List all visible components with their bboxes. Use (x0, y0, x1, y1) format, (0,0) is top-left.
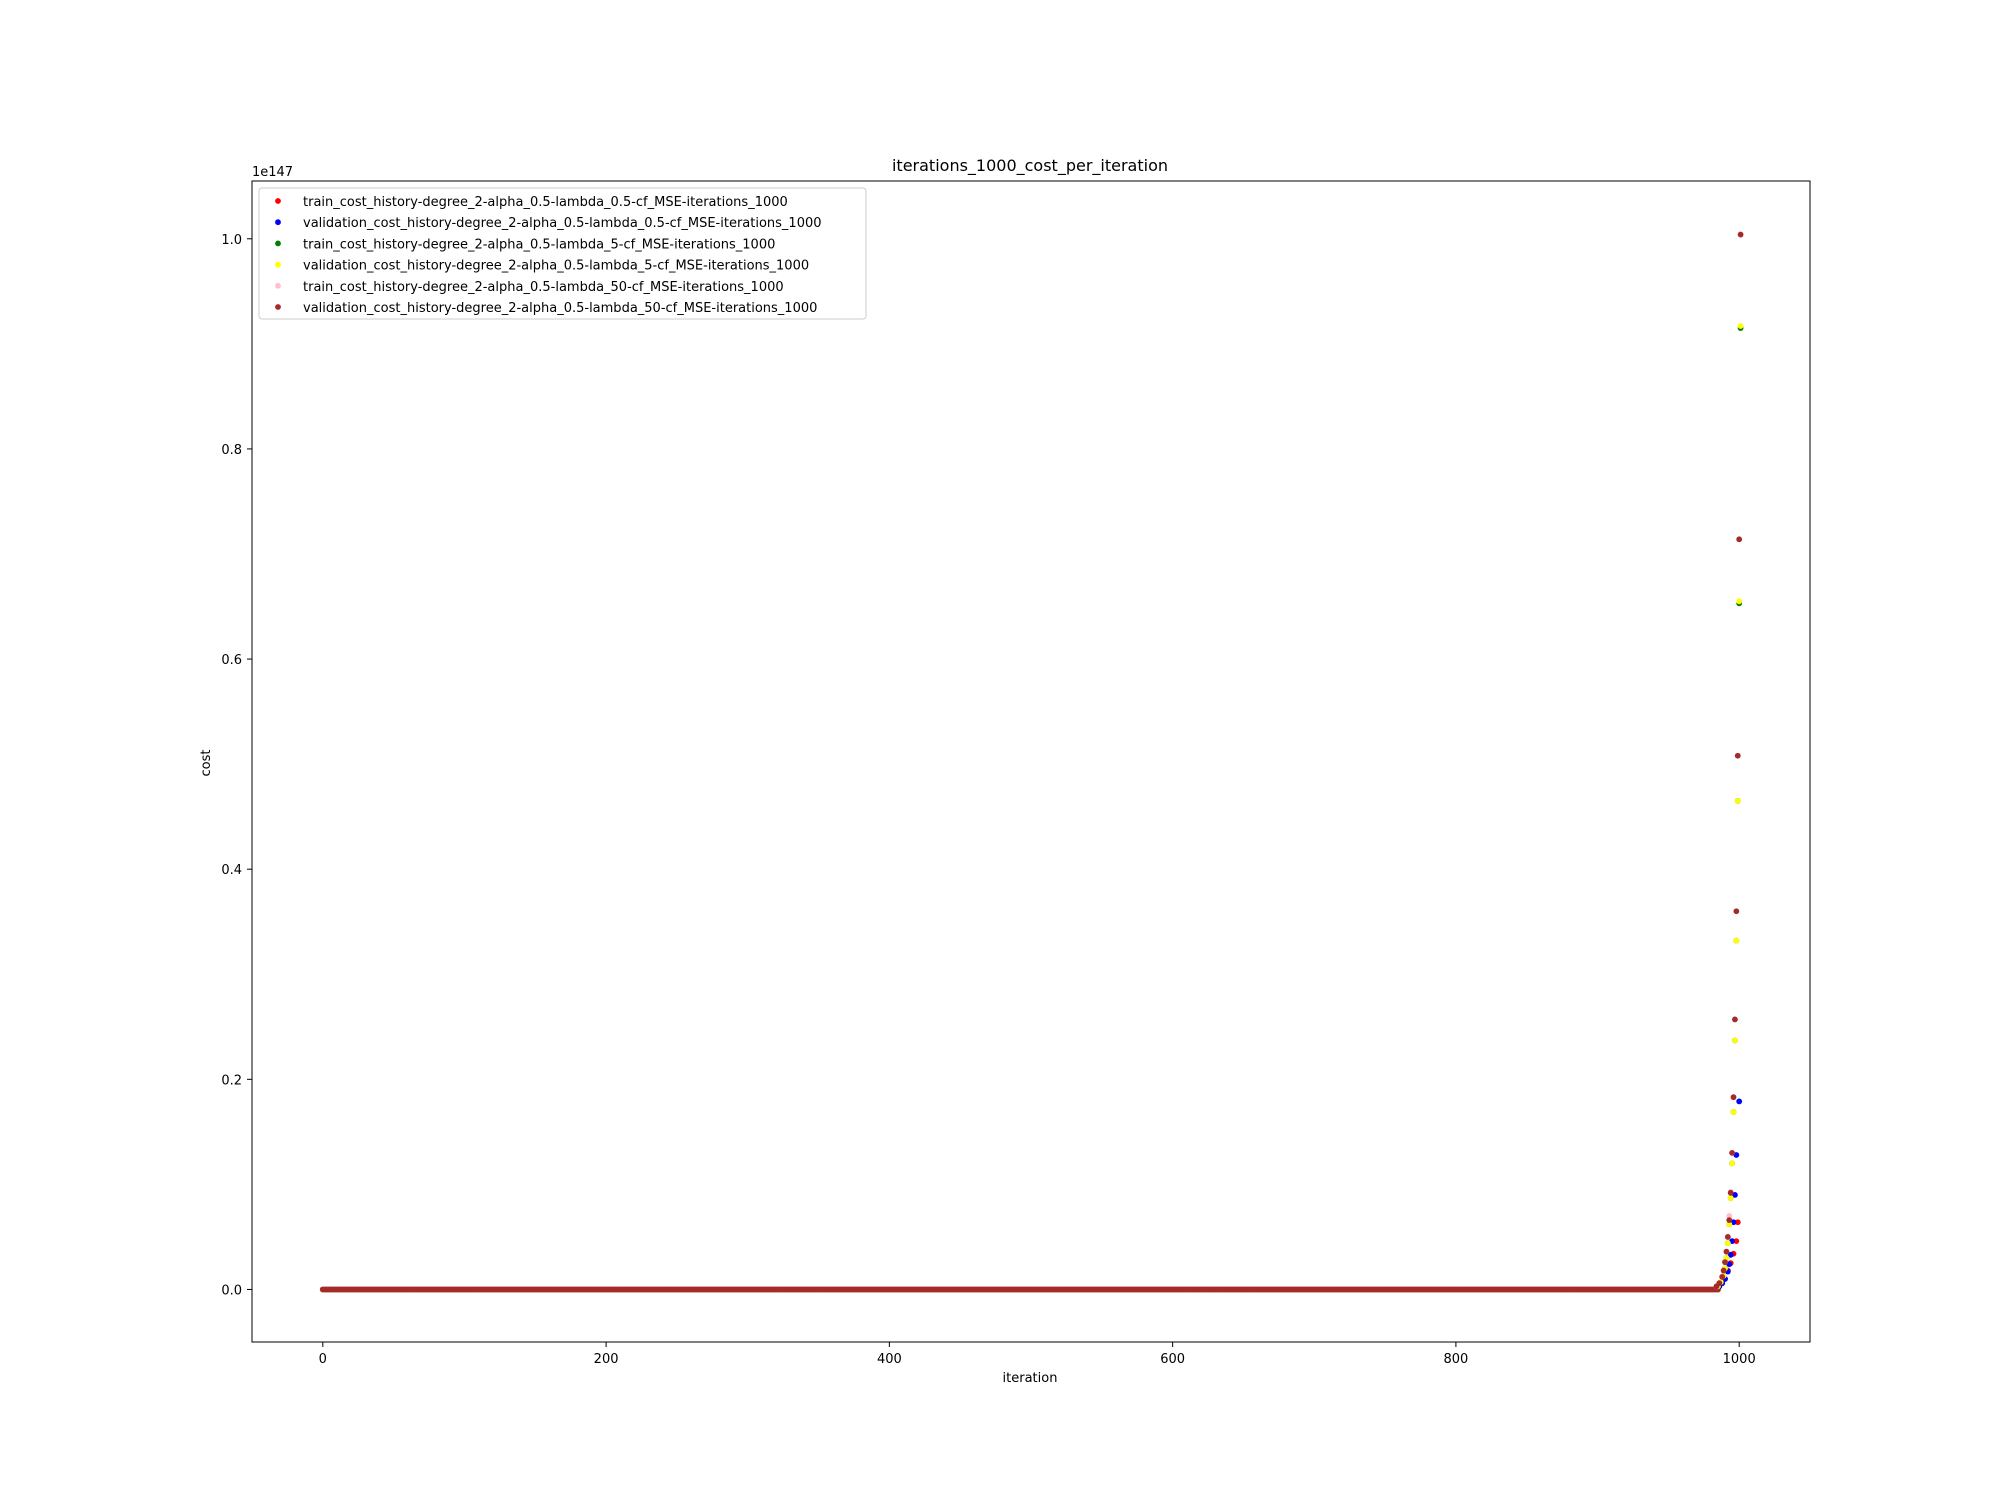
x-tick-label: 800 (1443, 1352, 1468, 1367)
y-axis: 0.0 0.2 0.4 0.6 0.8 1.0 (221, 233, 252, 1298)
y-axis-offset-label: 1e147 (252, 165, 293, 180)
x-tick-label: 1000 (1723, 1352, 1756, 1367)
x-tick-label: 400 (877, 1352, 902, 1367)
x-axis: 0 200 400 600 800 1000 (319, 1342, 1756, 1367)
y-tick-label: 0.0 (221, 1283, 242, 1298)
y-tick-label: 0.4 (221, 863, 242, 878)
data-markers (319, 231, 1744, 1293)
y-tick-label: 0.8 (221, 443, 242, 458)
y-tick-label: 0.2 (221, 1073, 242, 1088)
y-tick-label: 1.0 (221, 233, 242, 248)
plot-area (252, 181, 1810, 1342)
chart-title: iterations_1000_cost_per_iteration (892, 156, 1168, 176)
x-tick-label: 200 (594, 1352, 619, 1367)
x-tick-label: 600 (1160, 1352, 1185, 1367)
x-tick-label: 0 (319, 1352, 327, 1367)
y-tick-label: 0.6 (221, 653, 242, 668)
